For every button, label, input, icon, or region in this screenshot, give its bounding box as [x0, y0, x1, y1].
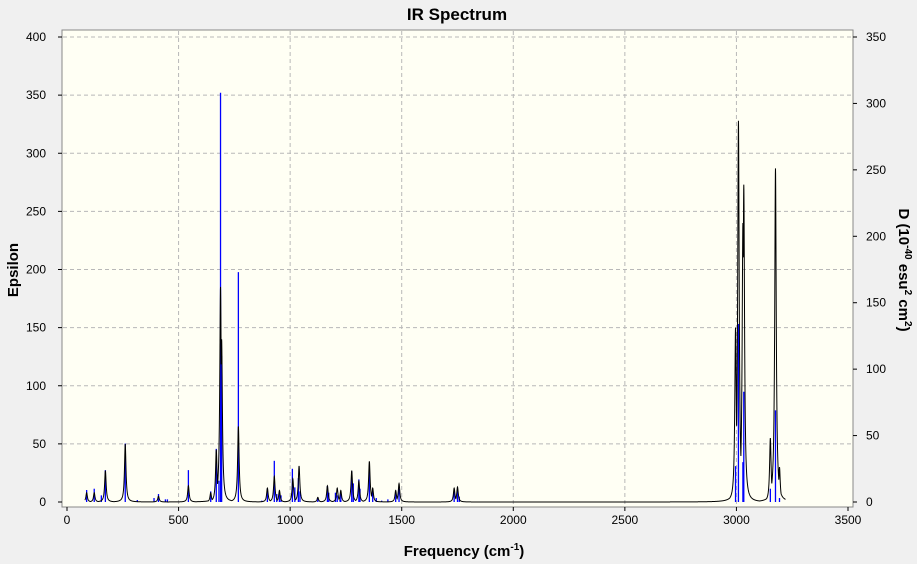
x-tick-label: 1000 [277, 513, 304, 527]
y2-tick-label: 0 [866, 495, 873, 509]
x-tick-label: 2000 [500, 513, 527, 527]
y-tick-label: 100 [26, 379, 46, 393]
x-axis: 0 500 1000 1500 2000 2500 3000 3500 [64, 507, 862, 527]
y-tick-label: 250 [26, 204, 46, 218]
chart-title: IR Spectrum [407, 5, 507, 24]
y-tick-label: 150 [26, 321, 46, 335]
y-axis-right: 0 50 100 150 200 250 300 350 [853, 30, 886, 509]
y2-tick-label: 100 [866, 362, 886, 376]
x-tick-label: 3000 [723, 513, 750, 527]
x-tick-label: 3500 [835, 513, 862, 527]
y2-axis-label: D (10-40 esu2 cm2) [895, 208, 913, 331]
y2-tick-label: 300 [866, 96, 886, 110]
x-tick-label: 2500 [612, 513, 639, 527]
y2-tick-label: 350 [866, 30, 886, 44]
y-tick-label: 300 [26, 146, 46, 160]
y-axis-label: Epsilon [5, 243, 22, 297]
x-tick-label: 500 [169, 513, 189, 527]
y-tick-label: 400 [26, 30, 46, 44]
y-axis-left: 0 50 100 150 200 250 300 350 400 [26, 30, 62, 509]
x-axis-label: Frequency (cm-1) [404, 542, 525, 560]
y2-tick-label: 200 [866, 229, 886, 243]
spectrum-curve [84, 120, 786, 503]
x-tick-label: 1500 [388, 513, 415, 527]
y-tick-label: 350 [26, 88, 46, 102]
x-tick-label: 0 [64, 513, 71, 527]
y2-tick-label: 50 [866, 429, 880, 443]
y2-tick-label: 250 [866, 163, 886, 177]
gridlines [63, 31, 852, 506]
y2-tick-label: 150 [866, 296, 886, 310]
plot-area [61, 29, 854, 508]
y-tick-label: 50 [33, 437, 47, 451]
y-tick-label: 200 [26, 263, 46, 277]
y-tick-label: 0 [39, 495, 46, 509]
